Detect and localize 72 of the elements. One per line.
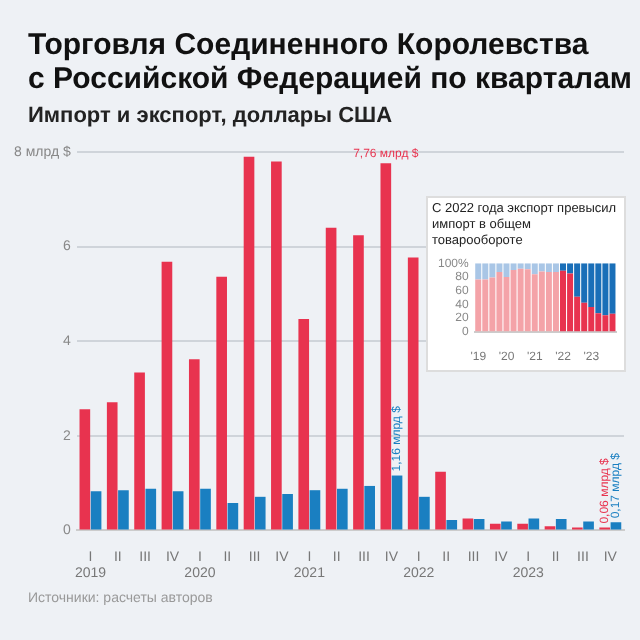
chart-title: Торговля Соединенного Королевства с Российской Федерацией по кварталам <box>28 28 633 96</box>
bar <box>364 485 376 530</box>
bar <box>407 257 419 530</box>
bar <box>90 491 102 530</box>
bar <box>610 522 622 530</box>
bar <box>552 272 559 332</box>
bar <box>475 263 482 280</box>
bar <box>353 235 364 530</box>
bar <box>595 313 602 332</box>
bar <box>560 263 567 271</box>
bar <box>489 263 496 278</box>
bar <box>435 471 446 530</box>
bar <box>503 263 510 277</box>
bar <box>531 263 538 275</box>
bar <box>446 519 458 530</box>
bar <box>609 313 616 332</box>
bar <box>496 263 503 273</box>
bar <box>489 277 496 332</box>
bar <box>172 491 184 530</box>
bar <box>227 502 239 530</box>
bar <box>475 279 482 332</box>
bar <box>419 496 430 530</box>
bar <box>517 263 524 269</box>
bar <box>567 273 574 332</box>
bar <box>581 302 588 332</box>
bar <box>501 521 512 530</box>
bar <box>555 519 567 530</box>
chart-subtitle: Импорт и экспорт, доллары США <box>28 104 393 128</box>
bar <box>298 318 310 530</box>
bar <box>538 271 545 332</box>
bar <box>325 227 337 530</box>
bar <box>524 269 531 332</box>
bar <box>216 276 227 530</box>
bar <box>200 488 211 530</box>
bar <box>271 161 282 530</box>
bar <box>581 263 588 303</box>
bar <box>583 521 594 530</box>
bar <box>473 519 485 530</box>
bar <box>496 272 503 332</box>
bar <box>254 496 266 530</box>
bar <box>79 409 91 530</box>
bar <box>145 488 157 530</box>
bar <box>602 263 609 316</box>
bar <box>336 488 348 530</box>
bar <box>517 523 528 530</box>
bar <box>595 263 602 314</box>
bar <box>510 270 517 332</box>
bar <box>391 475 403 530</box>
bar <box>482 279 489 332</box>
bar <box>489 523 501 530</box>
bar <box>188 359 200 530</box>
bar <box>161 261 173 530</box>
bar <box>503 276 510 332</box>
bar <box>545 263 552 273</box>
bar <box>309 490 321 530</box>
bar <box>243 156 255 530</box>
bar <box>560 270 567 332</box>
bar <box>574 263 581 297</box>
bar <box>609 263 616 314</box>
bar <box>588 306 595 332</box>
bar <box>106 402 118 530</box>
bar <box>552 263 559 273</box>
bar <box>602 315 609 332</box>
bar <box>531 274 538 332</box>
bar <box>134 372 145 530</box>
bar <box>380 163 392 530</box>
bar <box>588 263 595 307</box>
bar <box>545 272 552 332</box>
bar <box>282 493 293 530</box>
bar <box>517 268 524 332</box>
bar <box>118 490 129 530</box>
bar <box>482 263 489 280</box>
